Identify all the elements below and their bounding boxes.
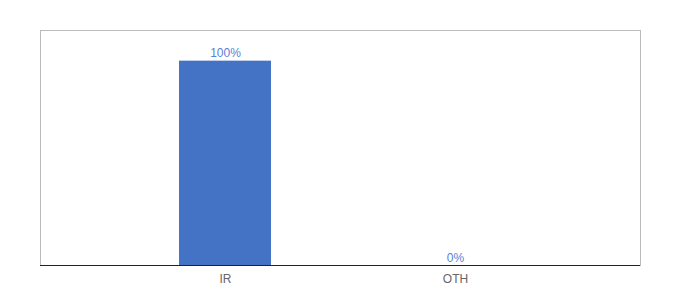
svg-text:100%: 100% [210, 46, 241, 60]
svg-text:OTH: OTH [443, 272, 468, 286]
svg-text:IR: IR [220, 272, 232, 286]
svg-text:0%: 0% [447, 251, 465, 265]
